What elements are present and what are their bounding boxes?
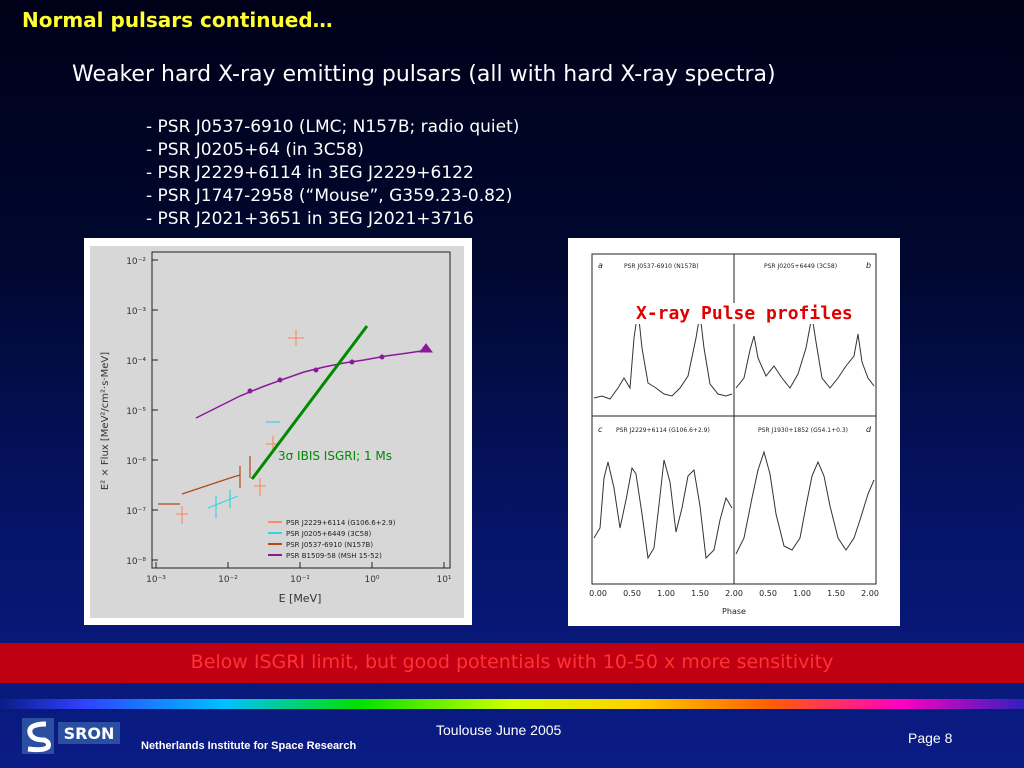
organization-name: Netherlands Institute for Space Research: [141, 740, 357, 752]
profile-x-tick-label: 1.00: [793, 589, 811, 598]
list-item: - PSR J0537-6910 (LMC; N157B; radio quie…: [146, 117, 520, 137]
profile-x-tick-label: 2.00: [861, 589, 879, 598]
spectrum-legend: PSR J2229+6114 (G106.6+2.9) PSR J0205+644…: [268, 519, 396, 560]
series-b1509: [195, 343, 433, 419]
y-tick-label: 10⁻⁸: [126, 557, 146, 567]
y-tick-label: 10⁻³: [126, 307, 146, 317]
profile-curve-b: [735, 315, 875, 389]
x-tick-label: 10⁰: [364, 575, 379, 585]
spectrum-figure: 10⁻² 10⁻³ 10⁻⁴ 10⁻⁵ 10⁻⁶ 10⁻⁷ 10⁻⁸ 10⁻³ 10⁻² 10⁻…: [84, 238, 472, 625]
isgri-sensitivity-line: [250, 325, 369, 480]
data-point: [313, 367, 319, 373]
profile-x-tick-label: 2.00: [725, 589, 743, 598]
profile-curves: [593, 309, 875, 560]
profile-curve-d: [735, 450, 875, 555]
profile-x-ticks: 0.00 0.50 1.00 1.50 2.00 0.50 1.00 1.50 2.00: [589, 589, 879, 598]
data-point: [247, 388, 253, 394]
panel-letter-d: d: [866, 425, 872, 434]
legend-label: PSR B1509-58 (MSH 15-52): [286, 552, 382, 560]
data-point: [207, 495, 239, 509]
y-axis-label: E² × Flux [MeV²/cm²·s·MeV]: [100, 352, 111, 490]
pulsar-list: - PSR J0537-6910 (LMC; N157B; radio quie…: [146, 116, 519, 231]
list-item: - PSR J1747-2958 (“Mouse”, G359.23-0.82): [146, 186, 513, 206]
y-tick-label: 10⁻⁵: [126, 407, 146, 417]
pulse-profiles-caption: X-ray Pulse profiles: [634, 303, 855, 324]
profile-x-tick-label: 0.50: [759, 589, 777, 598]
legend-label: PSR J0537-6910 (N157B): [286, 541, 373, 549]
pulse-profile-plot: a PSR J0537-6910 (N157B) b PSR J0205+644…: [589, 253, 879, 616]
sron-logo-graphic: SRON: [22, 718, 120, 754]
profile-x-tick-label: 1.00: [657, 589, 675, 598]
pulse-profile-figure: a PSR J0537-6910 (N157B) b PSR J0205+644…: [568, 238, 900, 626]
list-item: - PSR J2021+3651 in 3EG J2021+3716: [146, 209, 474, 229]
y-tick-label: 10⁻⁷: [126, 507, 146, 517]
data-point: [379, 354, 385, 360]
page-number: Page 8: [908, 730, 953, 746]
j0537-trend-line: [181, 474, 241, 495]
y-tick-label: 10⁻²: [126, 257, 146, 267]
panel-name-c: PSR J2229+6114 (G106.6+2.9): [616, 427, 710, 434]
x-tick-label: 10⁻¹: [290, 575, 310, 585]
isgri-sensitivity-label: 3σ IBIS ISGRI; 1 Ms: [278, 449, 393, 463]
y-axis-ticks: 10⁻² 10⁻³ 10⁻⁴ 10⁻⁵ 10⁻⁶ 10⁻⁷ 10⁻⁸: [126, 257, 158, 567]
x-tick-label: 10⁻²: [218, 575, 238, 585]
profile-curve-c: [593, 459, 733, 560]
panel-name-b: PSR J0205+6449 (3C58): [764, 263, 837, 270]
profile-x-tick-label: 1.50: [827, 589, 845, 598]
footer-date: Toulouse June 2005: [436, 722, 562, 738]
logo-s-shape: [27, 721, 51, 753]
panel-name-a: PSR J0537-6910 (N157B): [624, 263, 699, 270]
logo-text-block: [58, 722, 120, 744]
slide-title: Normal pulsars continued…: [22, 8, 333, 32]
profile-x-tick-label: 0.50: [623, 589, 641, 598]
profile-curve-a: [593, 309, 733, 400]
sron-logo: SRON: [22, 718, 124, 758]
data-point: [277, 377, 283, 383]
panel-name-d: PSR J1930+1852 (G54.1+0.3): [758, 427, 848, 434]
data-point: [419, 343, 433, 353]
panel-letter-b: b: [866, 261, 871, 270]
x-tick-label: 10⁻³: [146, 575, 166, 585]
conclusion-banner: [0, 643, 1024, 683]
logo-text: SRON: [64, 724, 115, 743]
series-j0205: [207, 421, 280, 518]
spectrum-figure-background: 10⁻² 10⁻³ 10⁻⁴ 10⁻⁵ 10⁻⁶ 10⁻⁷ 10⁻⁸ 10⁻³ 10⁻² 10⁻…: [90, 246, 464, 618]
profile-x-axis-label: Phase: [722, 607, 746, 616]
y-tick-label: 10⁻⁶: [126, 457, 146, 467]
spectrum-plot: 10⁻²10⁻³10⁻⁴10⁻⁵10⁻⁶10⁻⁷10⁻⁸ 10⁻³ 10⁻² 10⁻…: [100, 251, 452, 605]
series-j0537: [158, 456, 251, 505]
legend-label: PSR J0205+6449 (3C58): [286, 530, 372, 538]
conclusion-text: Below ISGRI limit, but good potentials w…: [190, 651, 834, 673]
x-tick-label: 10¹: [436, 575, 451, 585]
x-axis-ticks: 10⁻³ 10⁻² 10⁻¹ 10⁰ 10¹: [146, 562, 452, 585]
plot-frame: [151, 251, 451, 569]
rainbow-divider: [0, 699, 1024, 709]
data-point: [349, 359, 355, 365]
list-item: - PSR J0205+64 (in 3C58): [146, 140, 364, 160]
profile-x-tick-label: 0.00: [589, 589, 607, 598]
slide-subtitle: Weaker hard X-ray emitting pulsars (all …: [72, 62, 776, 87]
panel-letter-c: c: [598, 425, 603, 434]
panel-letter-a: a: [598, 261, 603, 270]
y-tick-label: 10⁻⁴: [126, 357, 146, 367]
profile-x-tick-label: 1.50: [691, 589, 709, 598]
list-item: - PSR J2229+6114 in 3EG J2229+6122: [146, 163, 474, 183]
legend-label: PSR J2229+6114 (G106.6+2.9): [286, 519, 396, 527]
x-axis-label: E [MeV]: [279, 592, 322, 605]
